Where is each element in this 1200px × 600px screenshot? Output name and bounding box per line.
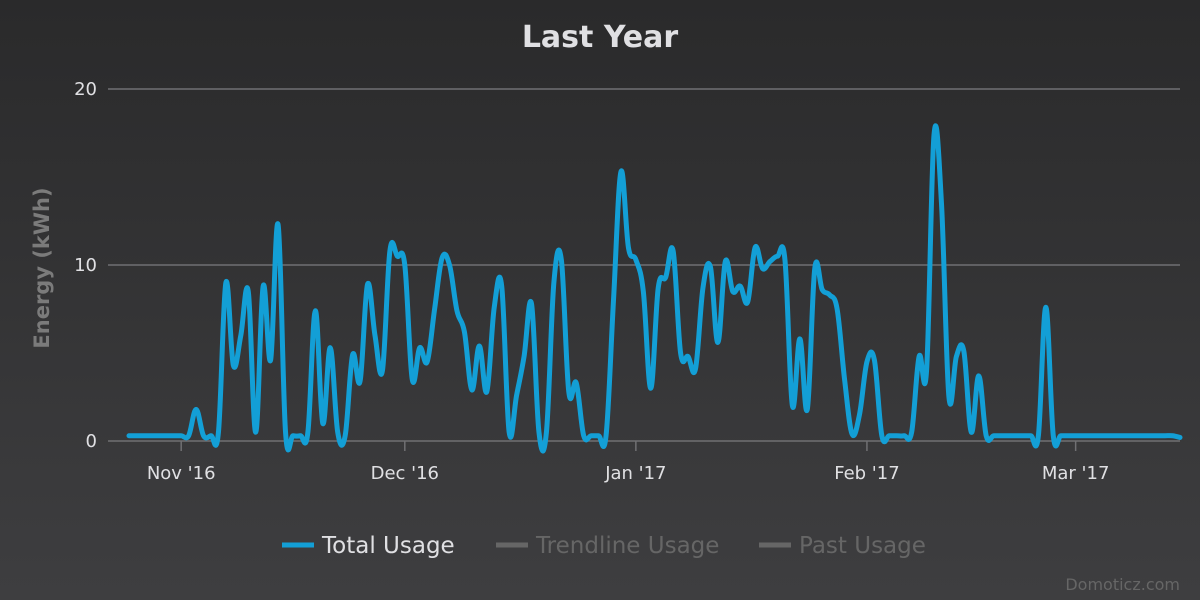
legend-label: Trendline Usage bbox=[535, 533, 719, 559]
chart-title: Last Year bbox=[522, 20, 679, 55]
x-tick-label: Nov '16 bbox=[147, 463, 216, 484]
y-tick-label: 10 bbox=[74, 255, 97, 276]
gridlines bbox=[108, 88, 1180, 266]
legend: Total Usage Trendline Usage Past Usage bbox=[282, 533, 926, 559]
x-tick-label: Dec '16 bbox=[371, 463, 439, 484]
legend-label: Total Usage bbox=[321, 533, 455, 559]
series-line-total-usage bbox=[126, 123, 1183, 454]
y-axis-ticks: 0 10 20 bbox=[74, 79, 97, 452]
x-axis-ticks: Nov '16 Dec '16 Jan '17 Feb '17 Mar '17 bbox=[147, 441, 1110, 484]
credits-link[interactable]: Domoticz.com bbox=[1065, 575, 1180, 594]
legend-label: Past Usage bbox=[799, 533, 926, 559]
y-axis-label: Energy (kWh) bbox=[30, 187, 54, 348]
legend-item-total-usage[interactable]: Total Usage bbox=[282, 533, 455, 559]
series-layer bbox=[126, 123, 1183, 454]
y-tick-label: 0 bbox=[86, 431, 97, 452]
legend-item-trendline-usage[interactable]: Trendline Usage bbox=[496, 533, 719, 559]
x-tick-label: Mar '17 bbox=[1042, 463, 1110, 484]
y-tick-label: 20 bbox=[74, 79, 97, 100]
x-tick-label: Jan '17 bbox=[604, 463, 666, 484]
legend-item-past-usage[interactable]: Past Usage bbox=[759, 533, 926, 559]
x-tick-label: Feb '17 bbox=[834, 463, 899, 484]
